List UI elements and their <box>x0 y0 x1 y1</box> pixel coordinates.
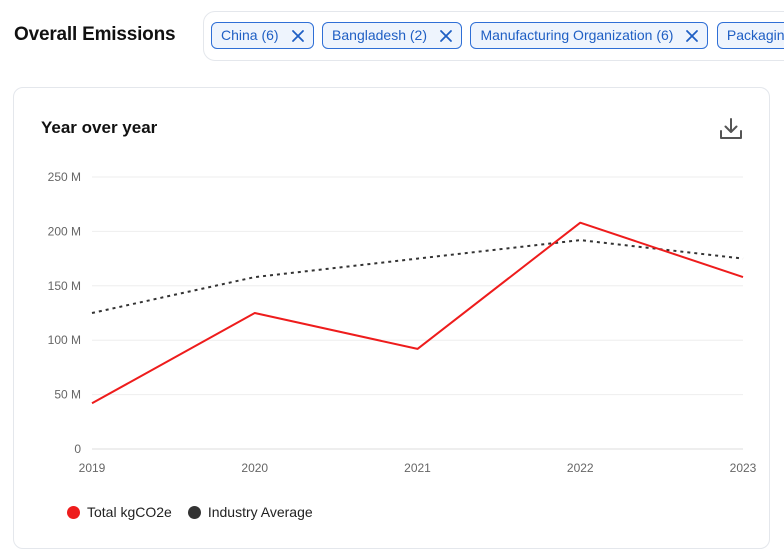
filter-chip-label: Packaging <box>726 27 784 43</box>
x-tick-label: 2023 <box>730 461 757 475</box>
filter-chip-china[interactable]: China (6) <box>211 22 314 49</box>
filter-chip-manufacturing[interactable]: Manufacturing Organization (6) <box>470 22 709 49</box>
filter-chip-bangladesh[interactable]: Bangladesh (2) <box>322 22 462 49</box>
chart-legend: Total kgCO2e Industry Average <box>67 504 329 520</box>
y-tick-label: 200 M <box>48 224 81 238</box>
series-line-industry <box>91 239 744 314</box>
filter-chip-label: China (6) <box>221 27 279 43</box>
close-icon[interactable] <box>685 29 699 43</box>
close-icon[interactable] <box>439 29 453 43</box>
y-tick-label: 100 M <box>48 333 81 347</box>
x-tick-label: 2021 <box>404 461 431 475</box>
filter-chip-packaging[interactable]: Packaging <box>716 22 784 49</box>
y-tick-label: 150 M <box>48 279 81 293</box>
legend-label-total: Total kgCO2e <box>87 504 172 520</box>
filter-bar: China (6) Bangladesh (2) Manufacturing O… <box>203 11 784 61</box>
x-tick-label: 2020 <box>241 461 268 475</box>
y-tick-label: 50 M <box>54 388 81 402</box>
download-button[interactable] <box>717 115 745 143</box>
x-tick-label: 2019 <box>79 461 106 475</box>
y-tick-label: 0 <box>74 442 81 456</box>
filter-chip-label: Manufacturing Organization (6) <box>480 27 674 43</box>
legend-dot-total <box>67 505 80 519</box>
card-title: Year over year <box>41 118 158 137</box>
legend-dot-industry <box>187 505 201 519</box>
page-title: Overall Emissions <box>14 24 176 45</box>
download-icon <box>720 118 742 139</box>
close-icon[interactable] <box>291 29 305 43</box>
chart-card: Year over year 0 50 M 100 M 150 M 200 M 250 M… <box>13 87 770 549</box>
filter-chip-label: Bangladesh (2) <box>332 27 427 43</box>
line-chart: 0 50 M 100 M 150 M 200 M 250 M 2019 2020 2021 202… <box>48 170 757 475</box>
legend-item-total[interactable]: Total kgCO2e <box>67 504 172 520</box>
y-tick-label: 250 M <box>48 170 81 184</box>
legend-item-industry[interactable]: Industry Average <box>187 504 313 520</box>
series-line-total <box>91 221 744 405</box>
x-tick-label: 2022 <box>567 461 594 475</box>
legend-label-industry: Industry Average <box>207 504 313 520</box>
